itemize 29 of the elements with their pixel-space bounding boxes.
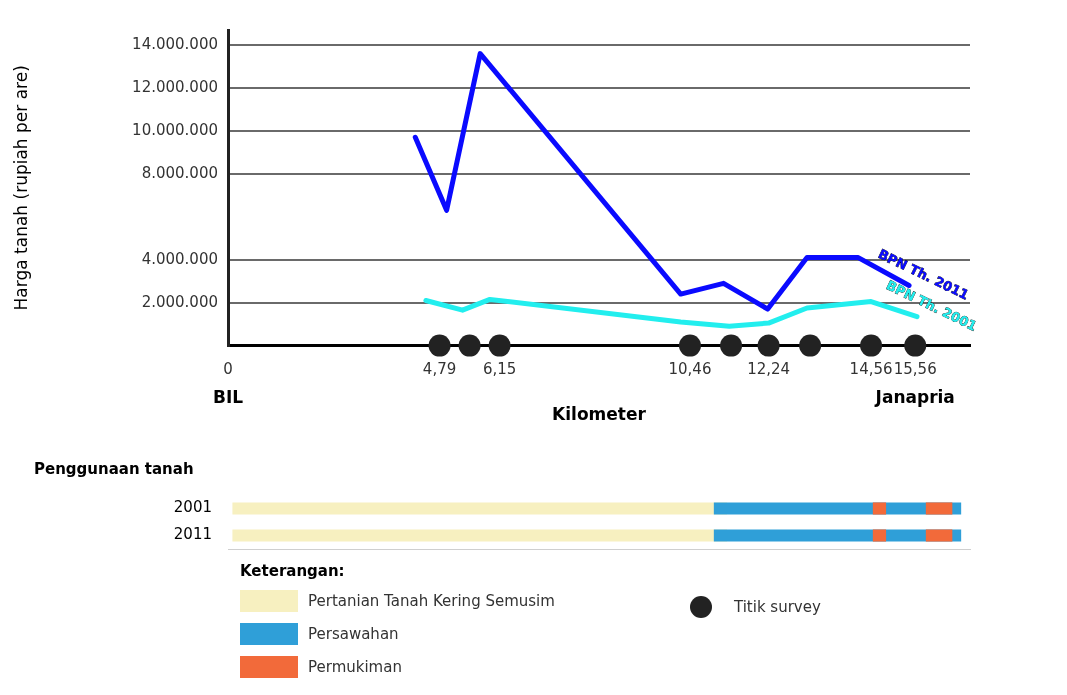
- legend-label: Pertanian Tanah Kering Semusim: [308, 591, 555, 610]
- y-tick-label: 2011: [173, 525, 212, 544]
- bar: [872, 529, 887, 542]
- y-tick-label: 8.000.000: [141, 163, 218, 182]
- y-tick-label: 12.000.000: [132, 77, 218, 96]
- y-tick-label: 2.000.000: [141, 292, 218, 311]
- x-tick-label: 12,24: [747, 360, 791, 379]
- legend-label: Titik survey: [734, 597, 821, 616]
- bar: [872, 502, 887, 515]
- y-tick-label: 10.000.000: [132, 120, 218, 139]
- x-tick-label: 10,46: [668, 360, 712, 379]
- text: Janapria: [874, 386, 955, 407]
- x-tick-label: 6,15: [482, 360, 517, 379]
- y-tick-label: 14.000.000: [132, 34, 218, 53]
- y-tick-label: 2001: [173, 498, 212, 517]
- bar: [925, 502, 953, 515]
- y-axis-title: Harga tanah (rupiah per are): [10, 65, 31, 311]
- legend-label: Permukiman: [308, 657, 402, 676]
- legend-title: Keterangan:: [240, 562, 346, 580]
- bar: [925, 529, 953, 542]
- chart-title: Penggunaan tanah: [33, 460, 195, 478]
- x-axis-title: Kilometer: [552, 404, 647, 425]
- x-tick-label: 14,56: [849, 360, 893, 379]
- text: BIL: [212, 386, 244, 407]
- x-tick-label: 4,79: [422, 360, 457, 379]
- x-tick-label: 0: [223, 360, 233, 379]
- y-tick-label: 4.000.000: [141, 249, 218, 268]
- legend-label: Persawahan: [308, 624, 399, 643]
- x-tick-label: 15,56: [893, 360, 937, 379]
